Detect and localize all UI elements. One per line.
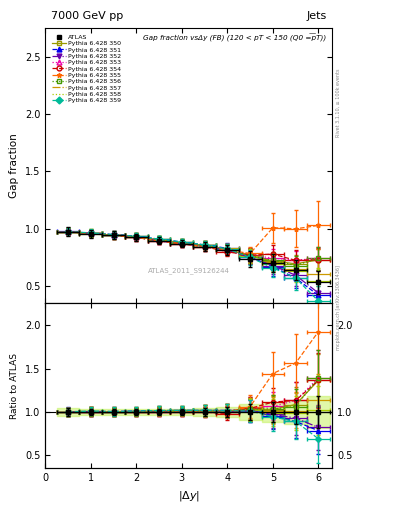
Y-axis label: Ratio to ATLAS: Ratio to ATLAS <box>10 353 19 419</box>
X-axis label: $|\Delta y|$: $|\Delta y|$ <box>178 489 200 503</box>
Text: mcplots.cern.ch [arXiv:1306.3436]: mcplots.cern.ch [arXiv:1306.3436] <box>336 265 341 350</box>
Text: 7000 GeV pp: 7000 GeV pp <box>51 11 123 22</box>
Text: ATLAS_2011_S9126244: ATLAS_2011_S9126244 <box>148 267 230 274</box>
Text: Jets: Jets <box>306 11 326 22</box>
Text: Rivet 3.1.10, ≥ 100k events: Rivet 3.1.10, ≥ 100k events <box>336 68 341 137</box>
Legend: ATLAS, Pythia 6.428 350, Pythia 6.428 351, Pythia 6.428 352, Pythia 6.428 353, P: ATLAS, Pythia 6.428 350, Pythia 6.428 35… <box>51 34 122 104</box>
Text: Gap fraction vsΔy (FB) (120 < pT < 150 (Q0 =͞pT)): Gap fraction vsΔy (FB) (120 < pT < 150 (… <box>143 34 326 42</box>
Y-axis label: Gap fraction: Gap fraction <box>9 134 19 198</box>
